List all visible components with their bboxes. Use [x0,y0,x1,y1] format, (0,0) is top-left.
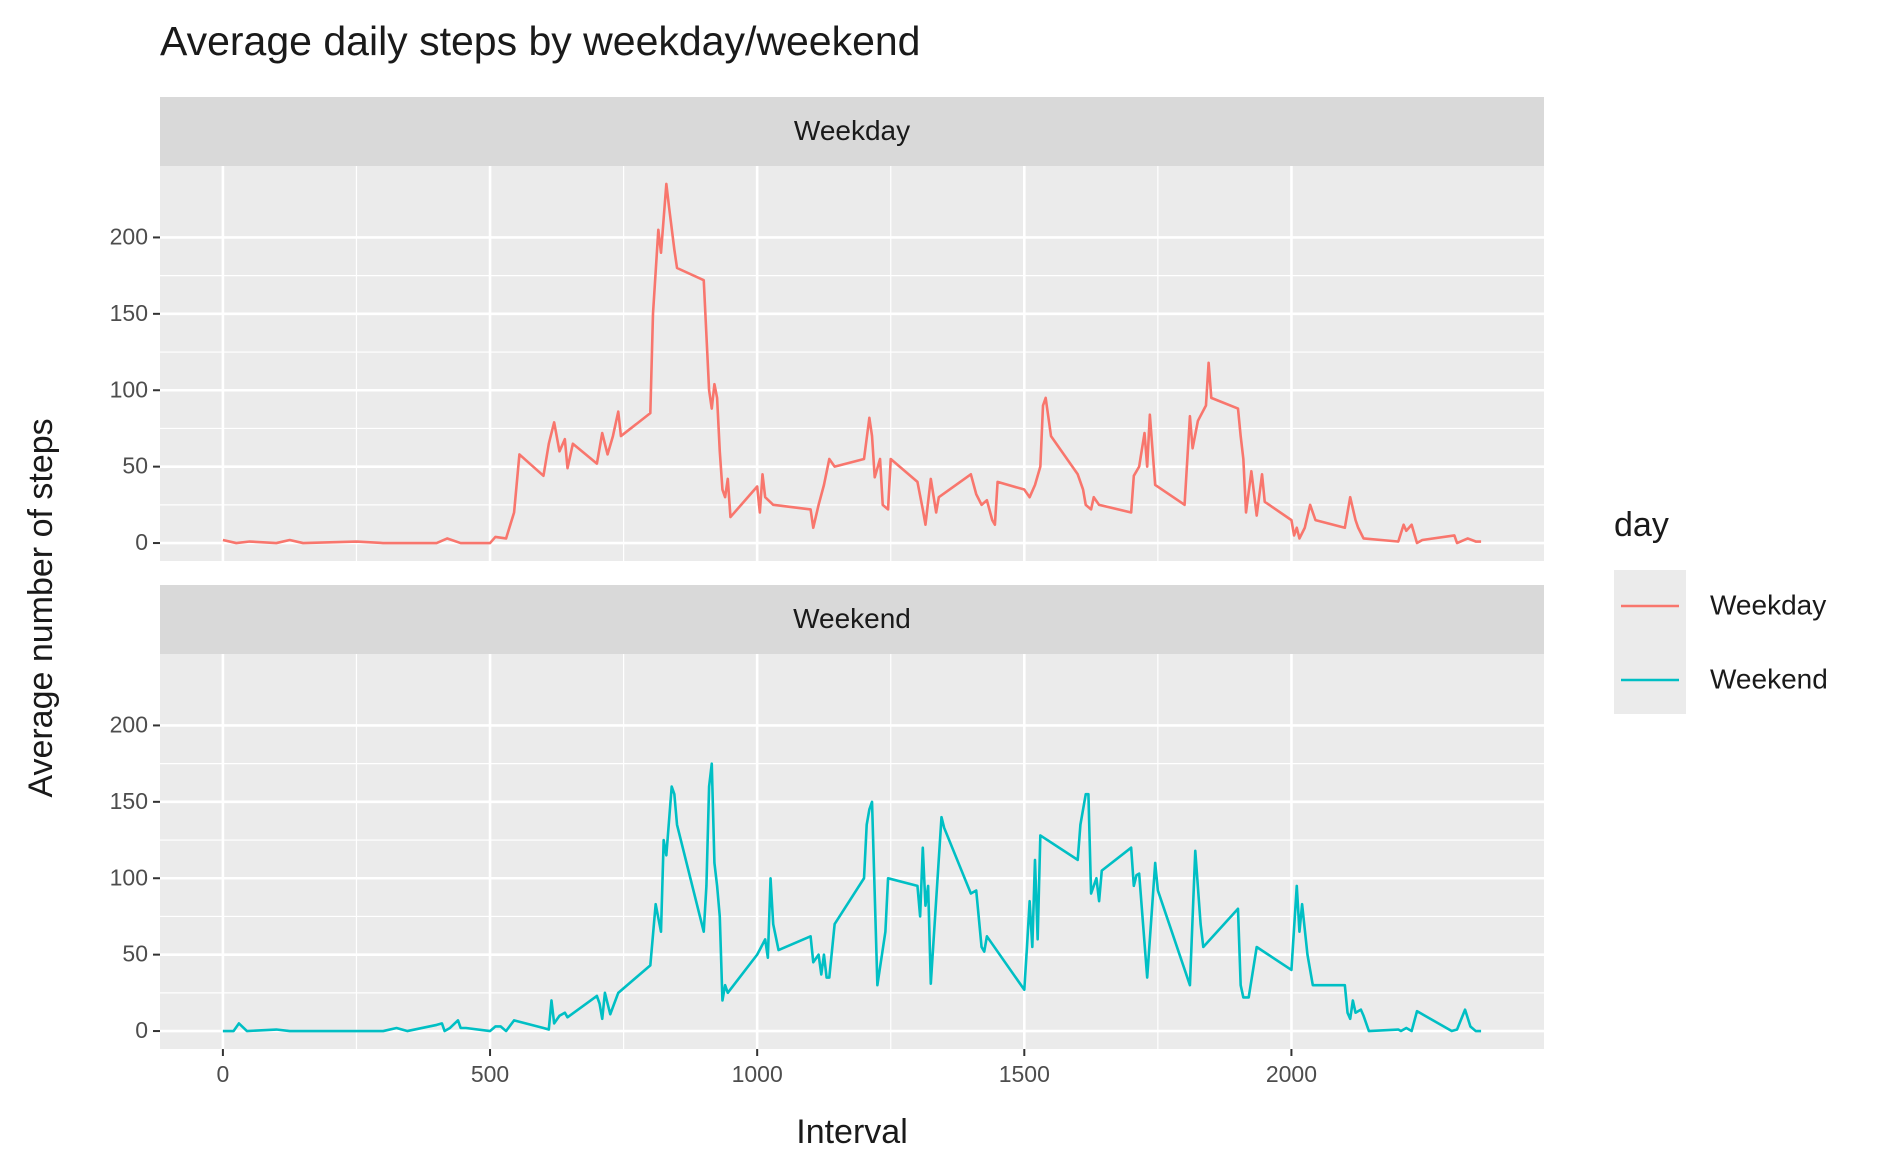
y-axis-title: Average number of steps [22,418,60,797]
y-tick-label: 200 [110,712,148,738]
panel-background [160,166,1544,561]
x-axis-title: Interval [796,1113,908,1151]
y-tick-label: 50 [122,941,148,967]
facet-label: Weekday [794,115,910,146]
x-tick-label: 1000 [732,1061,783,1087]
x-tick-label: 0 [217,1061,230,1087]
panel-background [160,654,1544,1049]
y-tick-label: 100 [110,864,148,890]
y-tick-label: 100 [110,376,148,402]
data-line [222,762,1482,1033]
x-tick-label: 1500 [999,1061,1050,1087]
legend-label: Weekday [1710,589,1826,620]
legend-label: Weekend [1710,663,1828,694]
x-tick-label: 2000 [1266,1061,1317,1087]
y-tick-label: 0 [135,1017,148,1043]
facet-strip [160,585,1544,654]
facet-label: Weekend [793,603,911,634]
y-tick-label: 200 [110,224,148,250]
legend-key-background [1614,570,1686,714]
chart-title: Average daily steps by weekday/weekend [160,18,920,64]
y-tick-label: 50 [122,453,148,479]
y-tick-label: 0 [135,529,148,555]
data-line [222,182,1482,545]
y-tick-label: 150 [110,300,148,326]
legend-title: day [1614,506,1669,544]
facet-strip [160,97,1544,166]
y-tick-label: 150 [110,788,148,814]
x-tick-label: 500 [471,1061,509,1087]
